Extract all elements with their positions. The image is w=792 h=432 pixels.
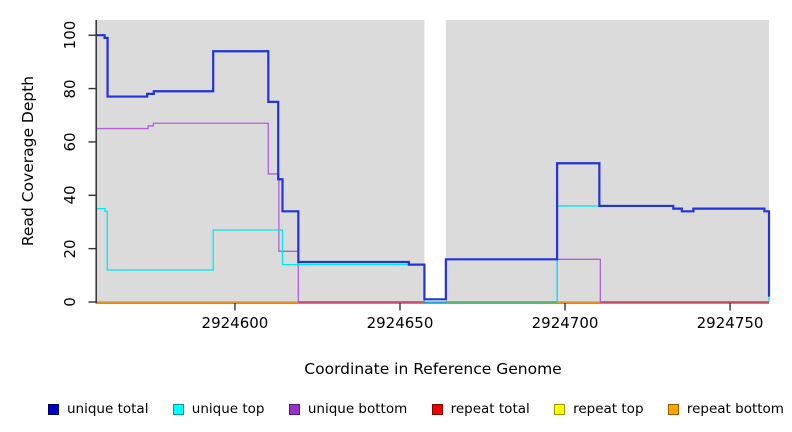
legend-swatch-unique-total bbox=[48, 403, 59, 415]
legend-label: repeat top bbox=[573, 401, 644, 417]
legend-swatch-repeat-top bbox=[554, 403, 566, 415]
legend-item: unique total bbox=[48, 401, 148, 417]
y-tick-label: 20 bbox=[61, 239, 79, 259]
y-tick-label: 40 bbox=[61, 185, 79, 205]
legend-item: repeat bottom bbox=[667, 401, 784, 417]
legend-item: repeat top bbox=[554, 401, 644, 417]
y-tick-label: 100 bbox=[61, 20, 79, 50]
x-tick-label: 2924600 bbox=[201, 314, 269, 332]
legend: unique total unique top unique bottom repea… bbox=[48, 398, 784, 420]
legend-swatch-repeat-total bbox=[431, 403, 443, 415]
legend-item: unique top bbox=[172, 401, 265, 417]
legend-label: unique bottom bbox=[307, 401, 408, 417]
y-tick-label: 60 bbox=[61, 132, 79, 152]
series-unique-total bbox=[97, 34, 771, 301]
legend-swatch-unique-top bbox=[172, 403, 184, 415]
y-tick-label: 0 bbox=[61, 297, 79, 307]
legend-label: unique top bbox=[191, 401, 265, 417]
legend-swatch-repeat-bottom bbox=[667, 403, 679, 415]
x-tick-label: 2924650 bbox=[366, 314, 434, 332]
legend-swatch-unique-bottom bbox=[288, 403, 300, 415]
x-tick-label: 2924700 bbox=[531, 314, 599, 332]
x-tick-label: 2924750 bbox=[696, 314, 764, 332]
legend-item: repeat total bbox=[431, 401, 530, 417]
y-axis-title: Read Coverage Depth bbox=[19, 75, 37, 247]
no-data-gap bbox=[424, 20, 446, 302]
legend-label: repeat bottom bbox=[686, 401, 784, 417]
legend-item: unique bottom bbox=[288, 401, 408, 417]
legend-label: repeat total bbox=[450, 401, 530, 417]
legend-label: unique total bbox=[67, 401, 149, 417]
x-axis-title: Coordinate in Reference Genome bbox=[304, 360, 562, 378]
y-tick-label: 80 bbox=[61, 79, 79, 99]
